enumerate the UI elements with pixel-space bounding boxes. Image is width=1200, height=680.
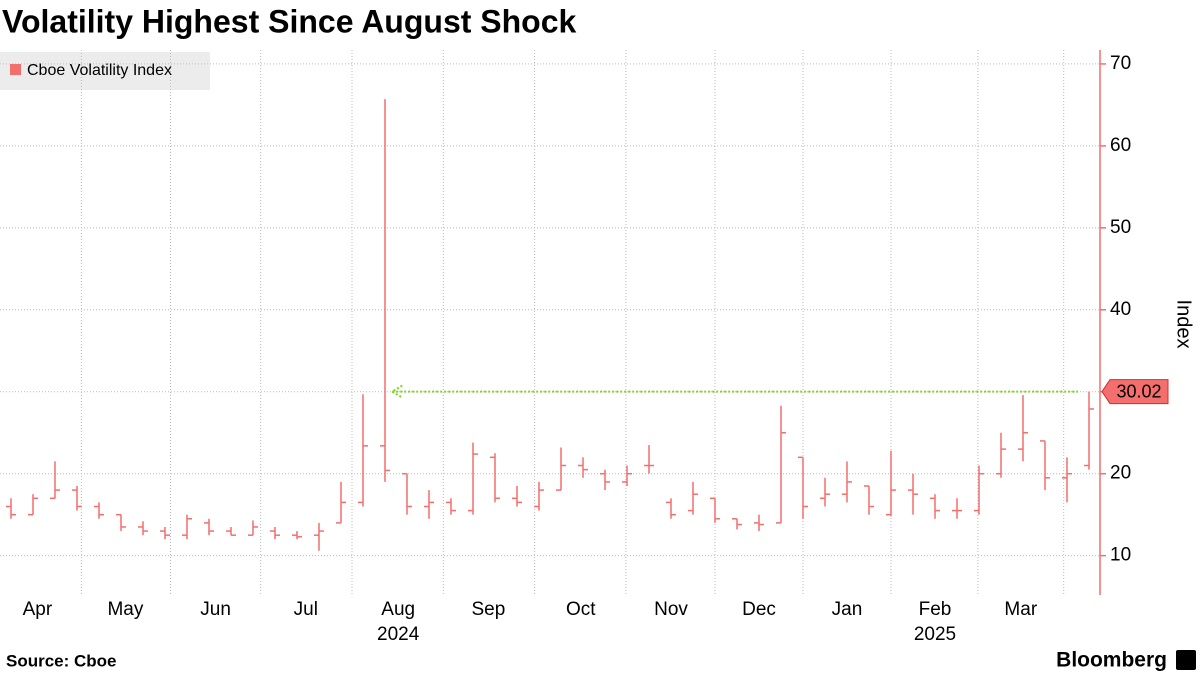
x-tick-label: Mar (1004, 599, 1037, 620)
x-tick-label: Dec (742, 599, 776, 620)
y-tick-label: 50 (1110, 217, 1131, 238)
y-tick-label: 70 (1110, 53, 1131, 74)
x-tick-label: Aug (381, 599, 415, 620)
y-tick-label: 60 (1110, 135, 1131, 156)
legend-label: Cboe Volatility Index (27, 62, 172, 79)
brand: Bloomberg (1056, 649, 1167, 672)
x-tick-label: Nov (654, 599, 688, 620)
source: Source: Cboe (6, 651, 117, 670)
chart-title: Volatility Highest Since August Shock (2, 3, 577, 39)
x-tick-label: May (107, 599, 143, 620)
y-axis-label: Index (1173, 300, 1195, 349)
x-year-label: 2025 (914, 624, 956, 645)
x-tick-label: Oct (566, 599, 596, 620)
brand-icon (1176, 650, 1196, 670)
value-tag (1101, 379, 1169, 405)
x-year-label: 2024 (377, 624, 420, 645)
y-tick-label: 40 (1110, 299, 1131, 320)
x-tick-label: Jun (200, 599, 231, 620)
x-tick-label: Jul (294, 599, 318, 620)
legend-swatch (10, 64, 21, 75)
x-tick-label: Apr (23, 599, 53, 620)
y-tick-label: 20 (1110, 463, 1131, 484)
legend-box (0, 52, 210, 90)
value-tag-label: 30.02 (1116, 381, 1161, 401)
x-tick-label: Feb (919, 599, 952, 620)
x-tick-label: Jan (832, 599, 863, 620)
x-tick-label: Sep (471, 599, 505, 620)
y-tick-label: 10 (1110, 545, 1131, 566)
